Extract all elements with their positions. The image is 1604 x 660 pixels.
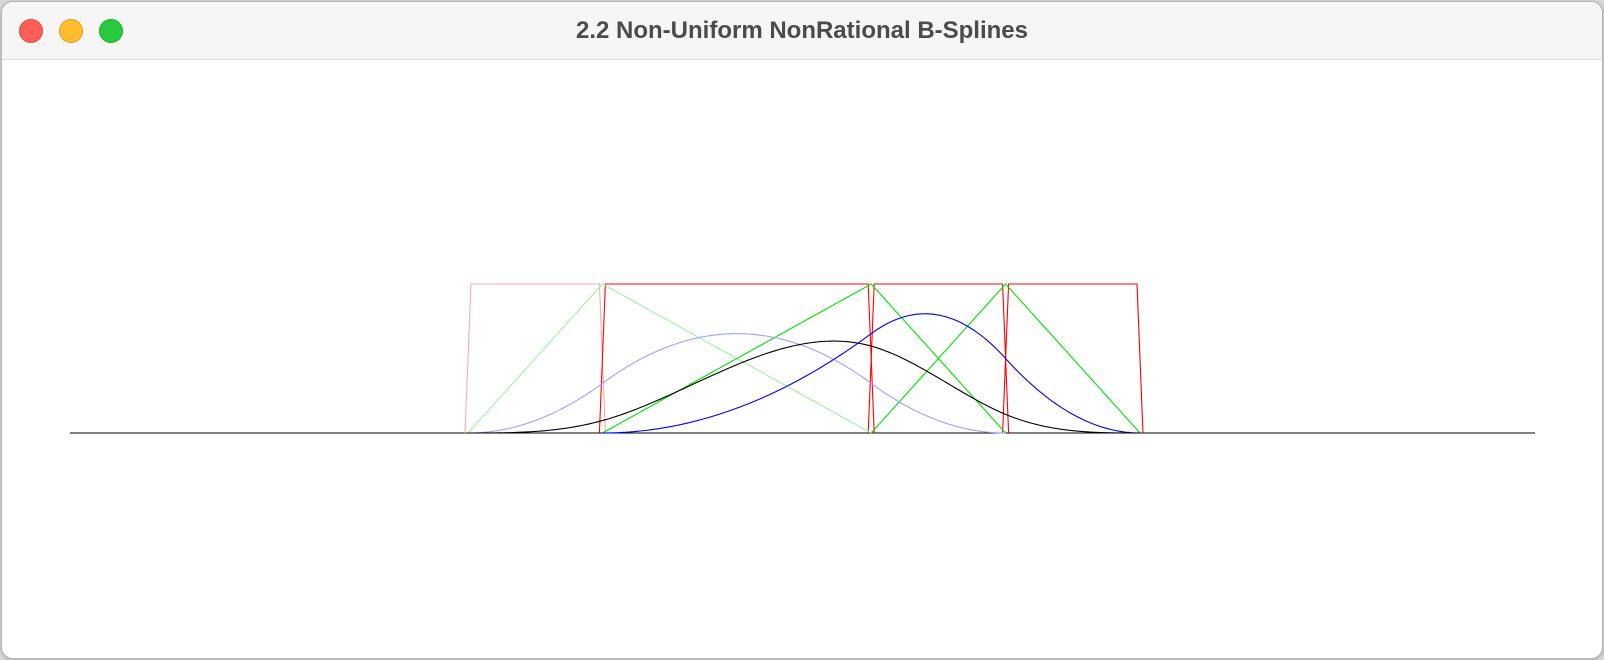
basis-curve-degree1-index2 — [870, 283, 1141, 434]
basis-curve-degree2-index0 — [467, 333, 1006, 434]
window-title: 2.2 Non-Uniform NonRational B-Splines — [575, 17, 1028, 44]
minimize-button[interactable] — [59, 19, 83, 43]
maximize-button[interactable] — [99, 19, 123, 43]
basis-curve-degree1-index0 — [467, 283, 872, 434]
basis-curve-degree3-index0 — [468, 340, 1140, 434]
basis-curve-degree1-index1 — [602, 283, 1007, 434]
basis-curve-degree2-index1 — [602, 313, 1141, 434]
plot-canvas — [2, 60, 1602, 658]
title-bar[interactable]: 2.2 Non-Uniform NonRational B-Splines — [2, 2, 1602, 60]
bspline-plot — [70, 283, 1535, 434]
close-button[interactable] — [19, 19, 43, 43]
